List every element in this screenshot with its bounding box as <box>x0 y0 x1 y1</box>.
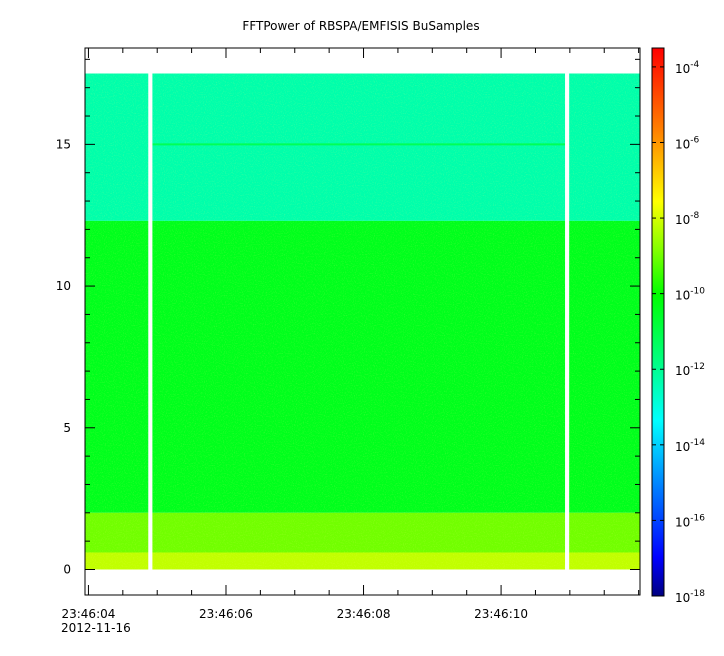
data-gap-1 <box>565 73 570 570</box>
x-tick-label: 23:46:04 <box>61 607 115 621</box>
colorbar: 10-4 10-6 10-8 10-10 10-12 10-14 10-16 10-18 <box>651 47 705 605</box>
y-tick-label: 15 <box>56 137 71 151</box>
colorbar-tick-label: 10-14 <box>675 438 705 454</box>
colorbar-tick-label: 10-12 <box>675 362 705 378</box>
colorbar-tick-label: 10-10 <box>675 287 705 303</box>
colorbar-gradient <box>651 47 665 597</box>
colorbar-tick-label: 10-8 <box>675 211 700 227</box>
x-tick-label: 23:46:06 <box>199 607 253 621</box>
date-label: 2012-11-16 <box>61 621 131 635</box>
colorbar-tick-label: 10-4 <box>675 60 700 76</box>
y-tick-label: 10 <box>56 279 71 293</box>
x-axis: 23:46:04 23:46:06 23:46:08 23:46:10 <box>61 48 640 621</box>
colorbar-tick-label: 10-18 <box>675 589 705 605</box>
colorbar-tick-label: 10-6 <box>675 135 700 151</box>
plot-area <box>85 73 640 570</box>
colorbar-tick-label: 10-16 <box>675 513 705 529</box>
chart-title: FFTPower of RBSPA/EMFISIS BuSamples <box>242 19 479 33</box>
y-tick-label: 5 <box>63 421 71 435</box>
data-gap-0 <box>148 73 153 570</box>
y-tick-label: 0 <box>63 562 71 576</box>
y-axis: 0 5 10 15 <box>56 58 640 576</box>
spectrogram-texture <box>85 73 640 570</box>
x-tick-label: 23:46:10 <box>474 607 528 621</box>
x-tick-label: 23:46:08 <box>337 607 391 621</box>
plot-frame <box>84 47 641 596</box>
